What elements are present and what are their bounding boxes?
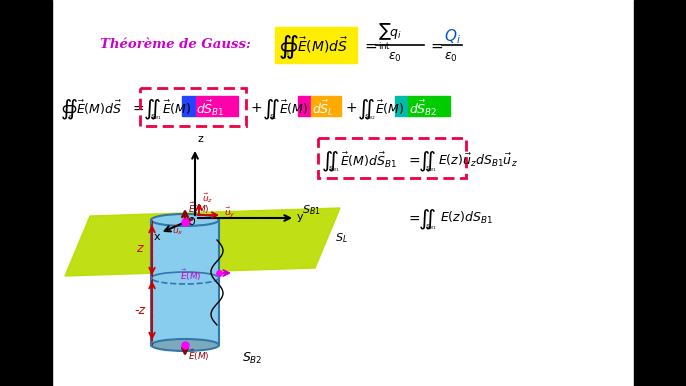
Bar (182, 96, 196, 116)
Text: $_{S_{B1}}$: $_{S_{B1}}$ (150, 112, 161, 122)
Text: $\vec{u}_x$: $\vec{u}_x$ (172, 223, 184, 237)
Text: $_{S_{B1}}$: $_{S_{B1}}$ (425, 164, 436, 174)
Text: Théorème de Gauss:: Théorème de Gauss: (100, 39, 251, 51)
Text: $\vec{u}_y$: $\vec{u}_y$ (224, 206, 235, 220)
Bar (196, 96, 238, 116)
Text: $\iint$: $\iint$ (143, 98, 161, 122)
Text: $_{S_L}$: $_{S_L}$ (269, 112, 277, 122)
Text: $\vec{E}(M)$: $\vec{E}(M)$ (162, 99, 191, 117)
Bar (318, 138, 466, 178)
Text: $=$: $=$ (428, 37, 444, 52)
Text: $\vec{E}(M)d\vec{S}_{B1}$: $\vec{E}(M)d\vec{S}_{B1}$ (340, 150, 397, 170)
Text: $d\vec{S}_L$: $d\vec{S}_L$ (312, 98, 334, 118)
Text: $_{S_{B1}}$: $_{S_{B1}}$ (425, 222, 436, 232)
Text: $_{S_{B2}}$: $_{S_{B2}}$ (364, 112, 375, 122)
Text: $\varepsilon_0$: $\varepsilon_0$ (444, 51, 458, 64)
Text: $\iint$: $\iint$ (418, 208, 436, 232)
Text: x: x (154, 232, 161, 242)
Text: $\oiint$: $\oiint$ (60, 98, 78, 122)
Text: $_\Gamma$: $_\Gamma$ (286, 48, 292, 58)
Text: -z: -z (134, 305, 145, 318)
Text: $\vec{u}_z$: $\vec{u}_z$ (202, 191, 213, 205)
Bar (311, 96, 341, 116)
Text: $_\Gamma$: $_\Gamma$ (68, 112, 73, 122)
Text: $\vec{E}(M)$: $\vec{E}(M)$ (188, 347, 210, 362)
Text: $\vec{E}(M)$: $\vec{E}(M)$ (180, 267, 202, 283)
Text: $S_{B2}$: $S_{B2}$ (242, 350, 263, 366)
Text: $=$: $=$ (406, 153, 421, 167)
Bar (634, 0, 686, 386)
Bar (298, 96, 311, 116)
Text: $d\vec{S}_{B2}$: $d\vec{S}_{B2}$ (409, 98, 438, 118)
Text: $\vec{E}(M)$: $\vec{E}(M)$ (375, 99, 404, 117)
Text: $\iint$: $\iint$ (418, 150, 436, 174)
Text: $\iint$: $\iint$ (357, 98, 375, 122)
Text: O: O (187, 217, 195, 227)
Text: $\vec{E}(M)$: $\vec{E}(M)$ (188, 200, 210, 215)
Text: $\vec{E}(M)d\vec{S}$: $\vec{E}(M)d\vec{S}$ (76, 99, 122, 117)
Text: $d\vec{S}_{B1}$: $d\vec{S}_{B1}$ (196, 98, 225, 118)
Text: $+$: $+$ (345, 101, 357, 115)
Text: $S_L$: $S_L$ (335, 231, 348, 245)
Text: $\oiint$: $\oiint$ (278, 33, 298, 61)
Text: $\vec{E}(M)d\vec{S}$: $\vec{E}(M)d\vec{S}$ (297, 35, 348, 55)
Text: $\vec{E}(M)$: $\vec{E}(M)$ (279, 99, 309, 117)
Text: $E(z)dS_{B1}$: $E(z)dS_{B1}$ (440, 210, 493, 226)
Text: $\varepsilon_0$: $\varepsilon_0$ (388, 51, 402, 64)
Bar (275, 27, 357, 63)
Text: $E(z)\vec{u}_z dS_{B1}\vec{u}_z$: $E(z)\vec{u}_z dS_{B1}\vec{u}_z$ (438, 151, 518, 169)
Text: $S_{B1}$: $S_{B1}$ (302, 203, 320, 217)
Ellipse shape (151, 214, 219, 226)
Bar (0, 0, 52, 386)
Text: $\iint$: $\iint$ (262, 98, 280, 122)
Text: z: z (197, 134, 203, 144)
Text: $\sum_{\mathrm{int}} q_i$: $\sum_{\mathrm{int}} q_i$ (378, 22, 402, 52)
Bar (151, 220, 219, 345)
Text: $=$: $=$ (406, 211, 421, 225)
Bar (140, 88, 246, 126)
Text: $\iint$: $\iint$ (321, 150, 339, 174)
Text: $=$: $=$ (130, 101, 145, 115)
Ellipse shape (151, 339, 219, 351)
Polygon shape (65, 208, 340, 276)
Bar (395, 96, 408, 116)
Bar (408, 96, 450, 116)
Text: z: z (136, 242, 143, 256)
Text: $=$: $=$ (362, 37, 378, 52)
Text: $_{S_{B1}}$: $_{S_{B1}}$ (328, 164, 340, 174)
Text: $Q_i$: $Q_i$ (444, 28, 461, 46)
Text: y: y (297, 212, 304, 222)
Text: $+$: $+$ (250, 101, 262, 115)
